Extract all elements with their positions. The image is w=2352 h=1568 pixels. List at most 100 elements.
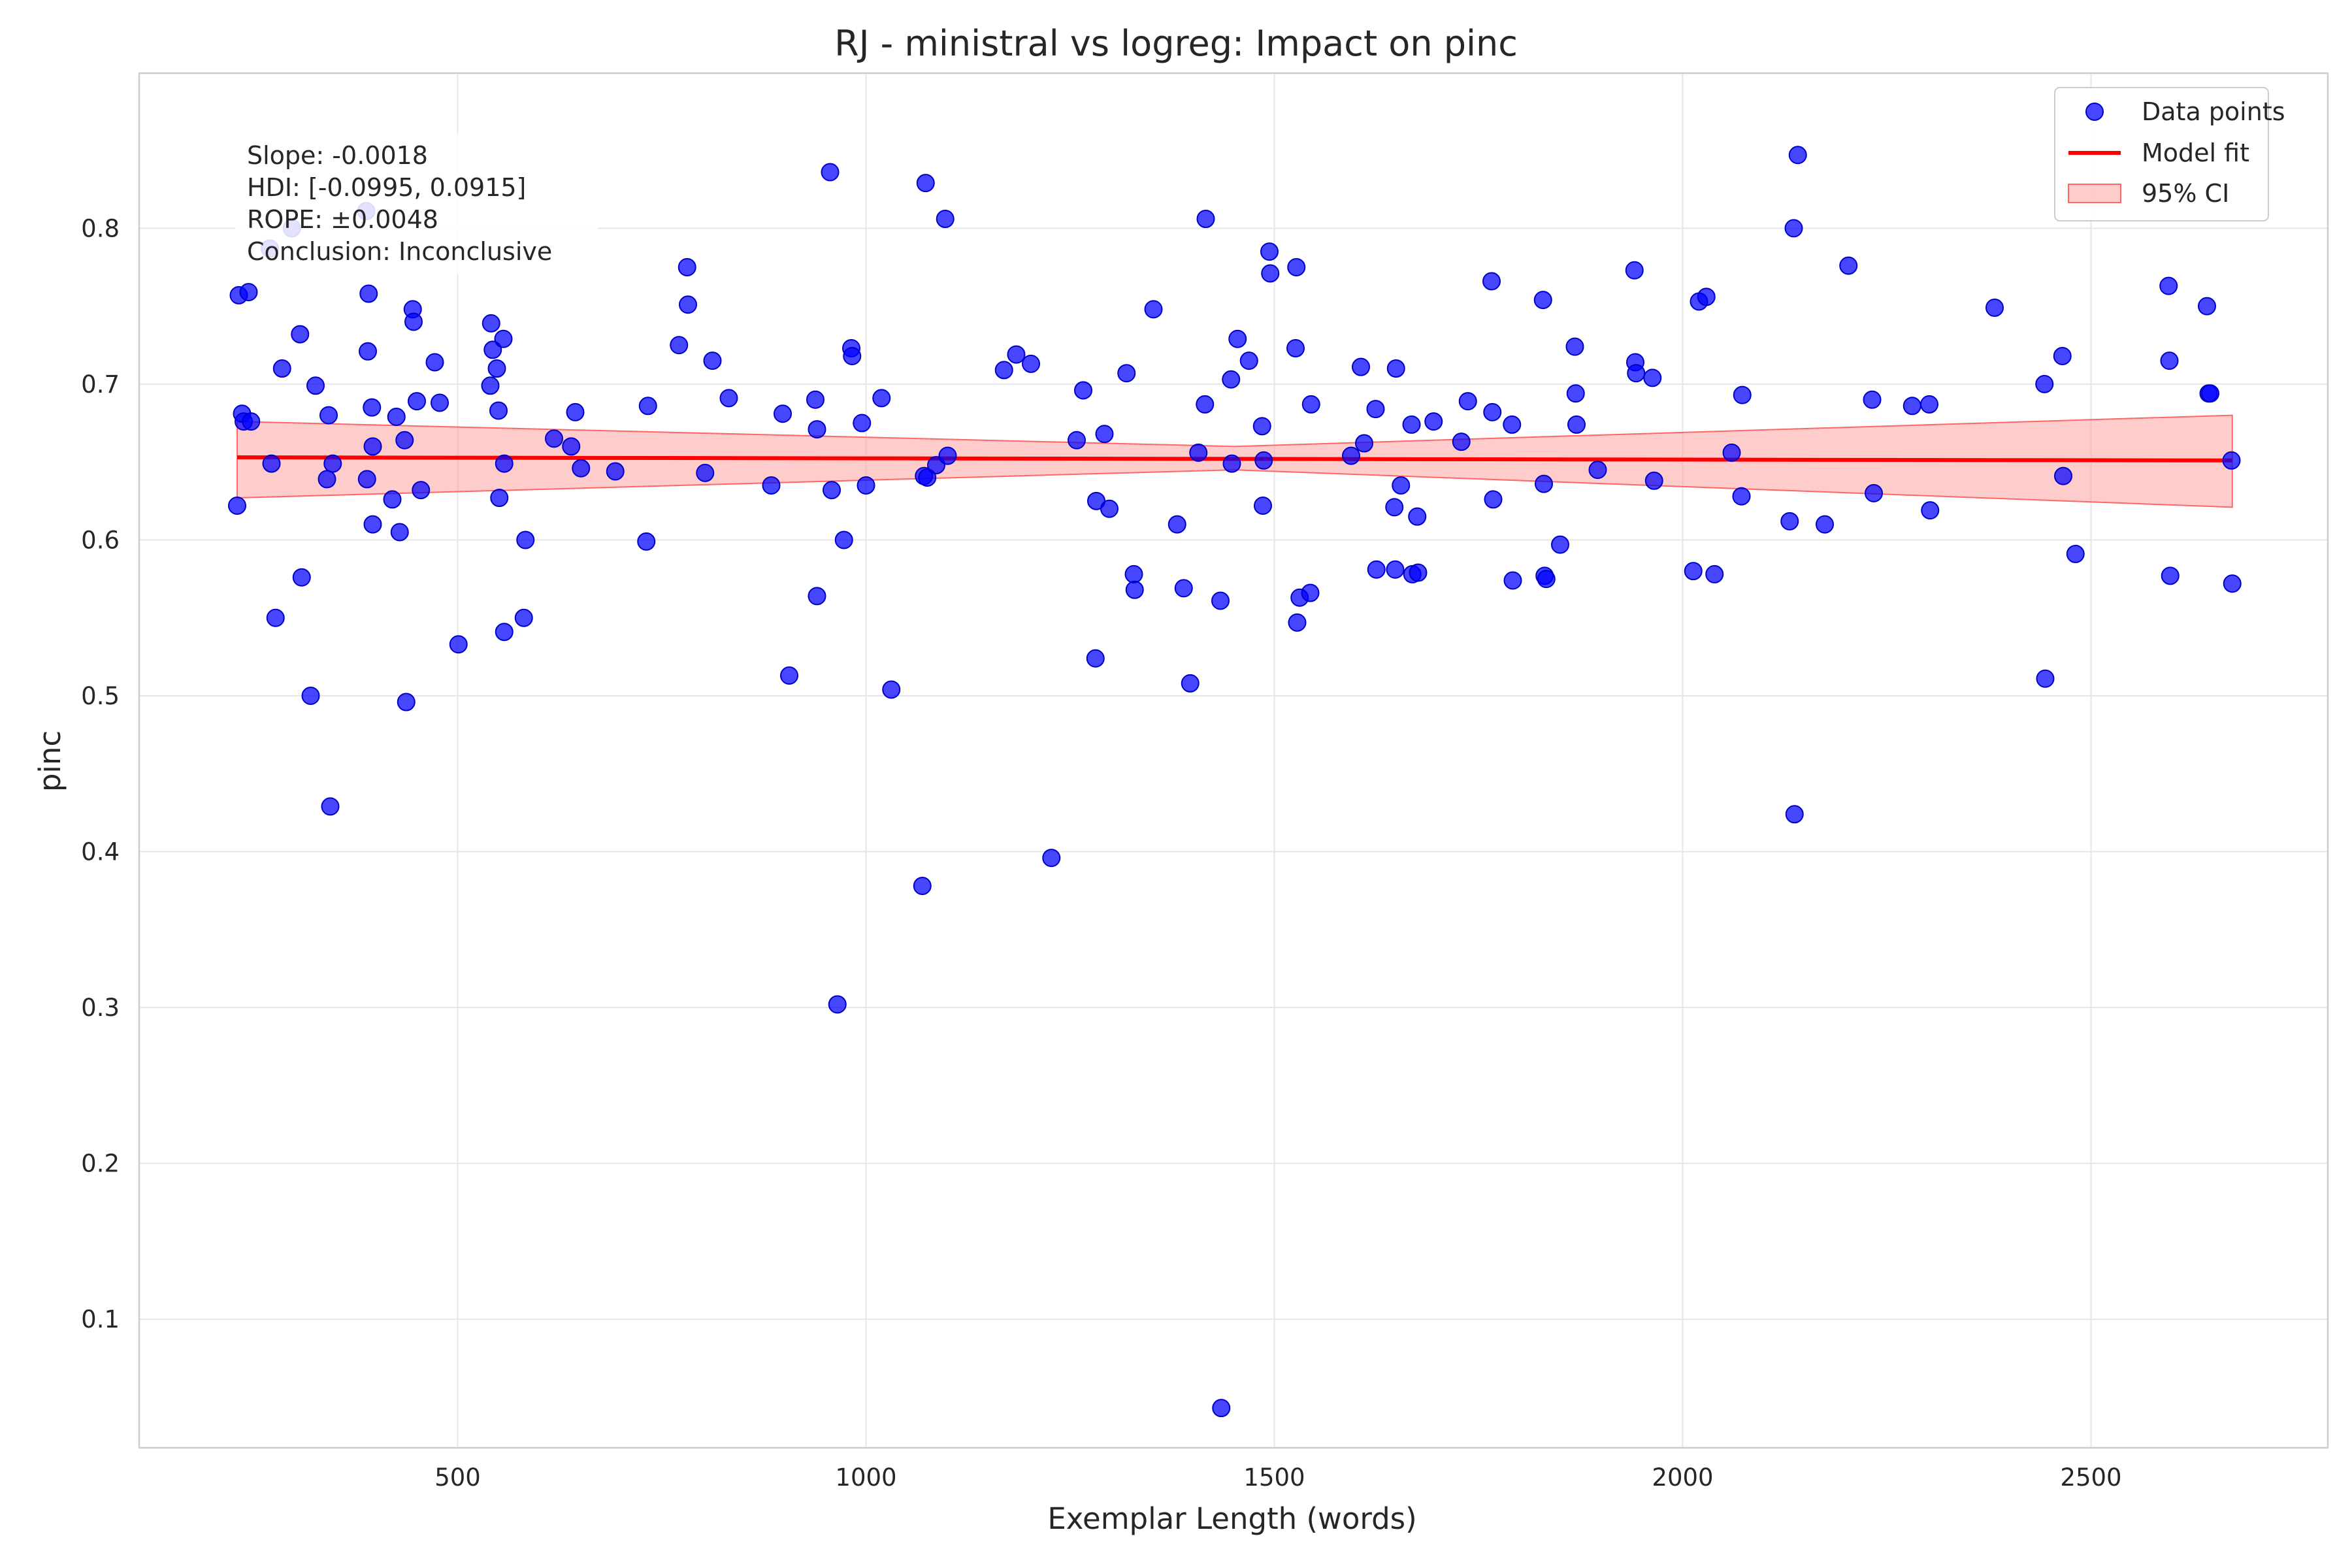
data-point (1684, 562, 1703, 581)
data-point (1722, 443, 1741, 462)
data-point (306, 376, 325, 395)
data-point (262, 454, 281, 473)
data-point (1254, 496, 1272, 515)
data-point (1100, 499, 1119, 518)
data-point (1352, 357, 1370, 376)
annotation-background (235, 134, 598, 274)
data-point (1168, 515, 1186, 534)
data-point (395, 431, 414, 449)
data-point (774, 404, 792, 423)
chart-title: RJ - ministral vs logreg: Impact on pinc (834, 23, 1518, 64)
data-point (545, 429, 563, 448)
data-point (1784, 219, 1803, 238)
data-point (482, 314, 500, 333)
data-point (1627, 364, 1646, 383)
data-point (938, 446, 957, 465)
data-point (1086, 649, 1105, 668)
y-tick-label: 0.1 (81, 1305, 120, 1333)
data-point (1452, 433, 1471, 451)
annotation-hdi: HDI: [-0.0995, 0.0915] (247, 173, 526, 202)
data-point (291, 325, 310, 344)
annotation-rope: ROPE: ±0.0048 (247, 205, 438, 234)
data-point (323, 454, 342, 473)
data-point (1705, 564, 1724, 583)
data-point (1196, 210, 1215, 229)
data-point (495, 623, 514, 642)
data-point (1503, 415, 1522, 434)
data-point (1392, 476, 1411, 495)
data-point (397, 693, 416, 711)
data-point (872, 389, 891, 408)
y-tick-label: 0.7 (81, 370, 120, 399)
data-point (1196, 395, 1215, 414)
data-point (1788, 146, 1807, 165)
x-tick-label: 1500 (1243, 1463, 1305, 1492)
data-point (1408, 507, 1427, 526)
data-point (321, 797, 340, 816)
data-point (1402, 415, 1421, 434)
data-point (1385, 498, 1404, 517)
data-point (1409, 563, 1428, 582)
data-point (678, 257, 696, 276)
data-point (495, 454, 514, 473)
data-point (780, 666, 798, 685)
stats-annotation: Slope: -0.0018 HDI: [-0.0995, 0.0915] RO… (235, 134, 598, 274)
data-point (1533, 291, 1552, 310)
data-point (1985, 299, 2004, 318)
data-point (319, 406, 338, 425)
data-point (1566, 384, 1585, 403)
legend-label-ci: 95% CI (2142, 179, 2229, 208)
data-point (481, 376, 500, 395)
data-point (1301, 395, 1320, 414)
data-point (390, 523, 409, 542)
data-point (1074, 381, 1092, 400)
data-point (606, 462, 625, 481)
data-point (1785, 805, 1804, 824)
data-point (2201, 384, 2219, 403)
data-point (1144, 300, 1163, 319)
data-point (1625, 261, 1644, 280)
y-tick-label: 0.2 (81, 1150, 120, 1178)
data-point (566, 402, 585, 421)
data-point (292, 568, 311, 587)
data-point (1567, 415, 1586, 434)
data-point (357, 470, 376, 489)
x-tick-label: 2000 (1652, 1463, 1713, 1492)
data-point (228, 496, 246, 515)
data-point (483, 340, 502, 359)
data-point (1482, 272, 1501, 291)
data-point (2053, 346, 2072, 365)
data-point (2036, 669, 2055, 688)
data-point (828, 995, 847, 1014)
data-point (1222, 454, 1241, 473)
y-tick-label: 0.5 (81, 682, 120, 710)
data-point (679, 295, 697, 314)
data-point (1697, 287, 1716, 306)
y-tick-labels: 0.1 0.2 0.3 0.4 0.5 0.6 0.7 0.8 (81, 214, 120, 1333)
data-point (719, 389, 738, 408)
data-point (487, 359, 506, 378)
x-tick-label: 1000 (835, 1463, 896, 1492)
data-point (1174, 579, 1193, 598)
data-point (1643, 368, 1662, 387)
data-point (1260, 242, 1279, 261)
data-point (1189, 443, 1208, 462)
data-point (2054, 466, 2072, 485)
data-points (228, 146, 2242, 1418)
y-tick-label: 0.4 (81, 838, 120, 866)
data-point (2035, 374, 2054, 393)
legend-marker-data-points (2085, 103, 2104, 121)
data-point (994, 361, 1013, 380)
data-point (696, 463, 715, 482)
y-tick-label: 0.3 (81, 994, 120, 1022)
data-point (514, 608, 533, 627)
data-point (2161, 566, 2180, 585)
legend: Data points Model fit 95% CI (2054, 87, 2285, 221)
data-point (2223, 574, 2242, 593)
data-point (1288, 613, 1307, 632)
data-point (637, 532, 656, 551)
data-point (272, 359, 291, 378)
data-point (1124, 564, 1143, 583)
x-tick-label: 500 (434, 1463, 481, 1492)
data-point (823, 481, 841, 500)
